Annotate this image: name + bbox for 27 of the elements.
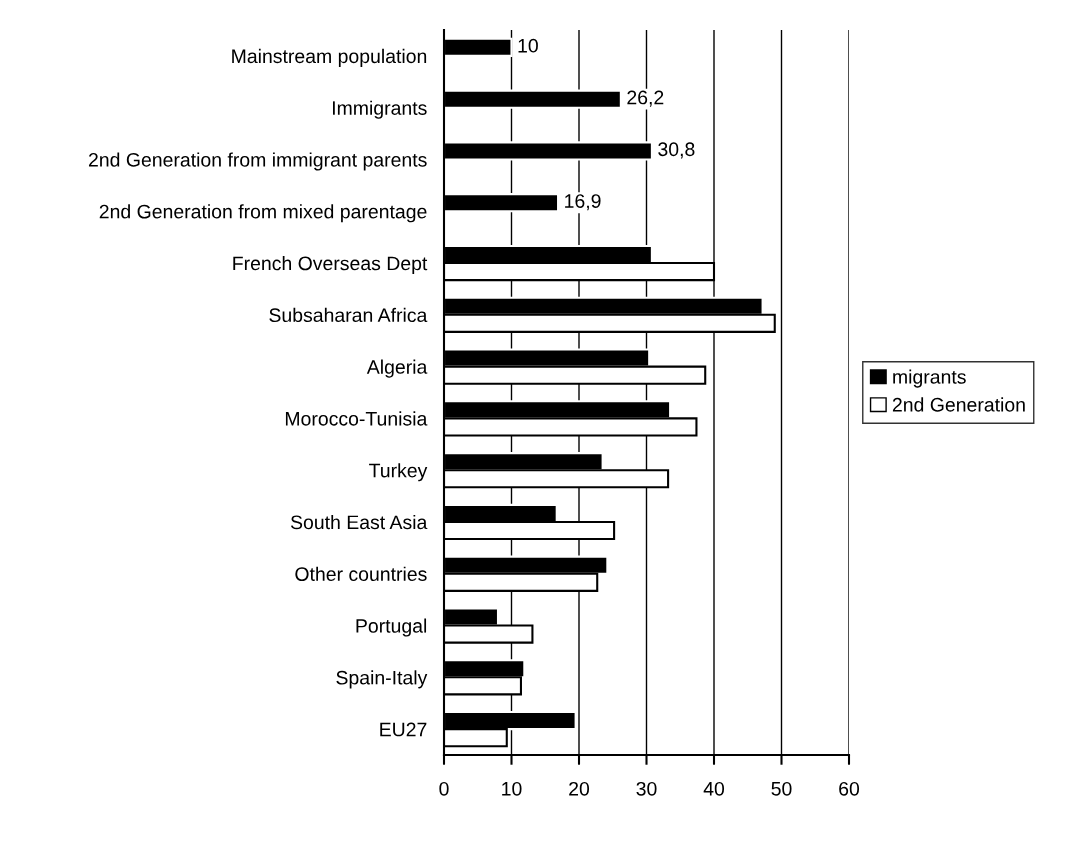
data-label: 30,8 xyxy=(658,142,695,159)
y-tick-label: 2nd Generation from immigrant parents xyxy=(88,152,427,171)
x-tick-label: 40 xyxy=(703,781,725,796)
y-tick-label: Turkey xyxy=(369,463,428,482)
x-tick-label: 30 xyxy=(636,781,657,796)
x-tick-label: 50 xyxy=(771,781,792,796)
x-tick-label: 0 xyxy=(439,781,449,796)
data-label: 10 xyxy=(518,38,538,53)
x-tick-label: 60 xyxy=(839,781,860,796)
x-tick-label: 20 xyxy=(569,781,590,796)
legend-label: migrants xyxy=(893,369,966,388)
y-tick-label: Portugal xyxy=(356,618,427,637)
y-tick-label: Other countries xyxy=(295,566,427,581)
x-tick-label: 10 xyxy=(502,781,522,796)
data-label: 16,9 xyxy=(565,194,601,211)
y-tick-label: Mainstream population xyxy=(232,48,427,67)
y-tick-label: Immigrants xyxy=(332,100,427,119)
y-tick-label: EU27 xyxy=(380,722,427,737)
y-tick-label: Subsaharan Africa xyxy=(269,307,428,323)
y-tick-label: French Overseas Dept xyxy=(233,255,428,275)
data-label: 26,2 xyxy=(627,90,664,107)
y-tick-label: Algeria xyxy=(366,359,428,378)
y-tick-label: Morocco-Tunisia xyxy=(285,411,428,426)
y-tick-label: 2nd Generation from mixed parentage xyxy=(99,204,427,223)
y-tick-label: South East Asia xyxy=(290,514,428,530)
legend-label: 2nd Generation xyxy=(892,397,1025,412)
y-tick-label: Spain-Italy xyxy=(336,670,428,689)
